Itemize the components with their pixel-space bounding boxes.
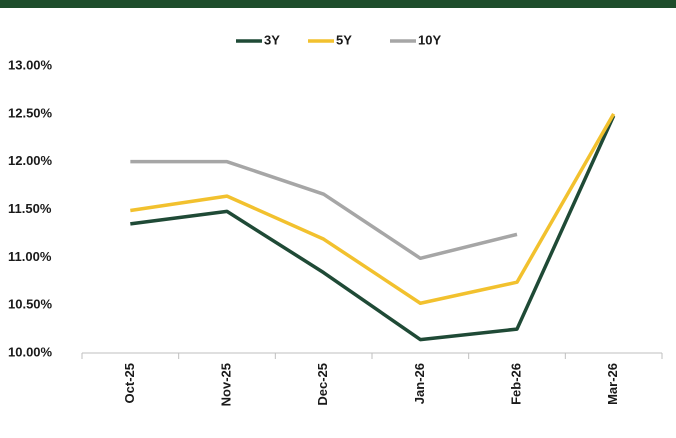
series-line: [130, 112, 616, 306]
x-tick-label: Dec-25: [315, 363, 330, 406]
x-tick-label: Oct-25: [122, 363, 137, 403]
y-tick-label: 11.50%: [8, 201, 52, 216]
y-tick-label: 13.00%: [8, 57, 53, 72]
x-tick-label: Jan-26: [412, 363, 427, 404]
y-tick-label: 11.00%: [8, 249, 52, 264]
top-bar: [0, 0, 676, 8]
legend-label: 5Y: [336, 32, 352, 47]
y-tick-label: 12.00%: [8, 153, 53, 168]
y-tick-label: 12.50%: [8, 105, 53, 120]
x-tick-label: Mar-26: [605, 363, 620, 405]
x-tick-label: Feb-26: [508, 363, 523, 405]
series-line: [130, 159, 518, 261]
series-line: [130, 115, 616, 342]
legend-label: 3Y: [264, 32, 280, 47]
y-tick-label: 10.50%: [8, 297, 53, 312]
x-tick-label: Nov-25: [218, 363, 233, 406]
y-tick-label: 10.00%: [8, 344, 53, 359]
legend-label: 10Y: [418, 32, 441, 47]
